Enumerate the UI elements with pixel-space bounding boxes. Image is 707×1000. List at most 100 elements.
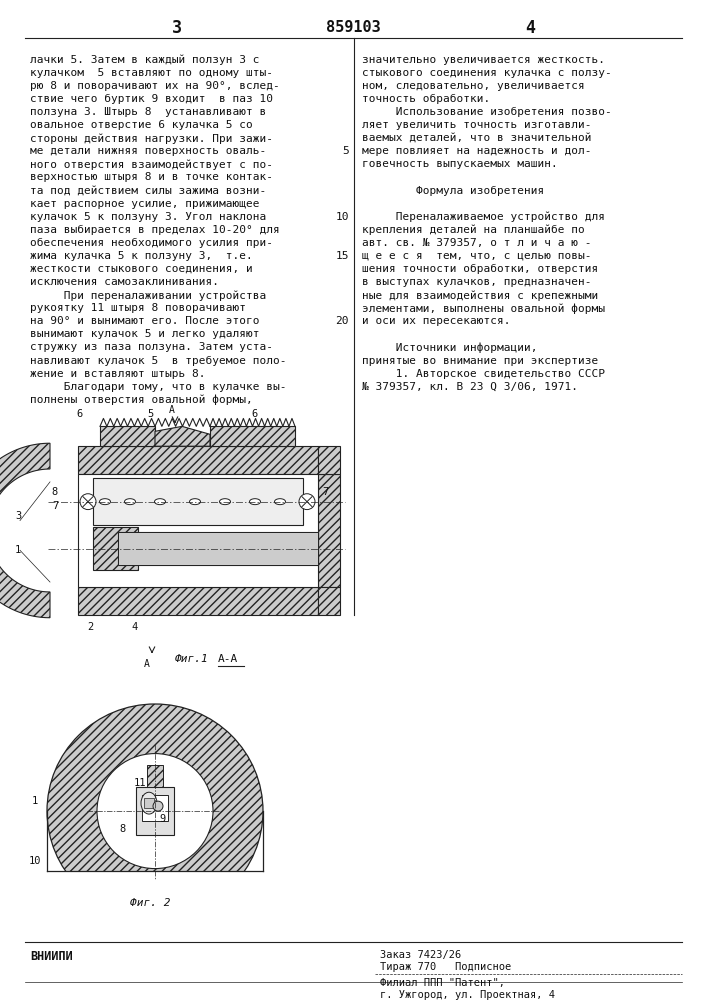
Text: Переналаживаемое устройство для: Переналаживаемое устройство для: [362, 212, 605, 222]
Text: 10: 10: [29, 856, 41, 866]
Bar: [144, 798, 154, 808]
Text: 1. Авторское свидетельство СССР: 1. Авторское свидетельство СССР: [362, 369, 605, 379]
Text: Фиг. 2: Фиг. 2: [130, 898, 170, 908]
Ellipse shape: [219, 499, 230, 505]
Text: обеспечения необходимого усилия при-: обеспечения необходимого усилия при-: [30, 238, 273, 248]
Ellipse shape: [189, 499, 201, 505]
Ellipse shape: [250, 499, 260, 505]
Text: лачки 5. Затем в каждый ползун 3 с: лачки 5. Затем в каждый ползун 3 с: [30, 55, 259, 65]
Text: полнены отверстия овальной формы,: полнены отверстия овальной формы,: [30, 395, 252, 405]
Polygon shape: [155, 426, 210, 446]
Text: 7: 7: [52, 501, 58, 511]
Text: щ е е с я  тем, что, с целью повы-: щ е е с я тем, что, с целью повы-: [362, 251, 592, 261]
Text: Благодари тому, что в кулачке вы-: Благодари тому, что в кулачке вы-: [30, 382, 286, 392]
Text: 1: 1: [32, 796, 38, 806]
Text: крепления деталей на планшайбе по: крепления деталей на планшайбе по: [362, 225, 585, 235]
Text: исключения самозаклинивания.: исключения самозаклинивания.: [30, 277, 219, 287]
Text: верхностью штыря 8 и в точке контак-: верхностью штыря 8 и в точке контак-: [30, 172, 273, 182]
Text: Фиг.1: Фиг.1: [175, 654, 209, 664]
Bar: [93, 527, 138, 570]
Text: 8: 8: [52, 487, 58, 497]
Text: 10: 10: [336, 212, 349, 222]
Ellipse shape: [274, 499, 286, 505]
Circle shape: [47, 704, 263, 918]
Text: шения точности обработки, отверстия: шения точности обработки, отверстия: [362, 264, 598, 274]
Text: на 90° и вынимают его. После этого: на 90° и вынимают его. После этого: [30, 316, 259, 326]
Bar: [210, 426, 295, 446]
Text: Филиал ППП "Патент",: Филиал ППП "Патент",: [380, 978, 505, 988]
Text: ного отверстия взаимодействует с по-: ного отверстия взаимодействует с по-: [30, 159, 273, 170]
Text: А: А: [144, 659, 150, 669]
Text: 9: 9: [160, 814, 166, 824]
Text: ВНИИПИ: ВНИИПИ: [30, 950, 73, 963]
Text: № 379357, кл. В 23 Q 3/06, 1971.: № 379357, кл. В 23 Q 3/06, 1971.: [362, 382, 578, 392]
Text: ляет увеличить точность изготавли-: ляет увеличить точность изготавли-: [362, 120, 592, 130]
Text: 15: 15: [336, 251, 349, 261]
Text: 7: 7: [322, 487, 328, 497]
Bar: [78, 474, 318, 587]
Bar: [118, 532, 318, 565]
Text: ном, следовательно, увеличивается: ном, следовательно, увеличивается: [362, 81, 585, 91]
Text: принятые во внимание при экспертизе: принятые во внимание при экспертизе: [362, 356, 598, 366]
Text: 20: 20: [336, 316, 349, 326]
Text: ползуна 3. Штырь 8  устанавливают в: ползуна 3. Штырь 8 устанавливают в: [30, 107, 267, 117]
Text: А-А: А-А: [218, 654, 238, 664]
Text: 4: 4: [525, 19, 535, 37]
Text: ные для взаимодействия с крепежными: ные для взаимодействия с крепежными: [362, 290, 598, 301]
Text: авт. св. № 379357, о т л и ч а ю -: авт. св. № 379357, о т л и ч а ю -: [362, 238, 592, 248]
Text: точность обработки.: точность обработки.: [362, 94, 490, 104]
Text: мере повлияет на надежность и дол-: мере повлияет на надежность и дол-: [362, 146, 592, 156]
Text: кулачком  5 вставляют по одному шты-: кулачком 5 вставляют по одному шты-: [30, 68, 273, 78]
Text: ваемых деталей, что в значительной: ваемых деталей, что в значительной: [362, 133, 592, 143]
Text: 1: 1: [15, 545, 21, 555]
Text: Тираж 770   Подписное: Тираж 770 Подписное: [380, 962, 511, 972]
Text: 6: 6: [77, 409, 83, 419]
Text: паза выбирается в пределах 10-20° для: паза выбирается в пределах 10-20° для: [30, 225, 280, 235]
Text: стороны действия нагрузки. При зажи-: стороны действия нагрузки. При зажи-: [30, 133, 273, 144]
Bar: [118, 532, 318, 565]
Text: 3: 3: [15, 511, 21, 521]
Text: 5: 5: [147, 409, 153, 419]
Ellipse shape: [100, 499, 110, 505]
Text: ствие чего буртик 9 входит  в паз 10: ствие чего буртик 9 входит в паз 10: [30, 94, 273, 104]
Ellipse shape: [155, 499, 165, 505]
Text: та под действием силы зажима возни-: та под действием силы зажима возни-: [30, 185, 267, 195]
Bar: [318, 474, 340, 587]
Text: 2: 2: [87, 622, 93, 632]
Text: 3: 3: [172, 19, 182, 37]
Bar: [45, 871, 265, 978]
Ellipse shape: [141, 792, 157, 814]
Text: кает распорное усилие, прижимающее: кает распорное усилие, прижимающее: [30, 199, 259, 209]
Text: ме детали нижняя поверхность оваль-: ме детали нижняя поверхность оваль-: [30, 146, 267, 156]
Text: элементами, выполнены овальной формы: элементами, выполнены овальной формы: [362, 303, 605, 314]
Text: стыкового соединения кулачка с ползу-: стыкового соединения кулачка с ползу-: [362, 68, 612, 78]
Text: овальное отверстие 6 кулачка 5 со: овальное отверстие 6 кулачка 5 со: [30, 120, 252, 130]
Text: 8: 8: [120, 824, 126, 834]
Text: 11: 11: [134, 778, 146, 788]
Text: стружку из паза ползуна. Затем уста-: стружку из паза ползуна. Затем уста-: [30, 342, 273, 352]
Text: Источники информации,: Источники информации,: [362, 342, 537, 353]
Text: значительно увеличивается жесткость.: значительно увеличивается жесткость.: [362, 55, 605, 65]
Text: в выступах кулачков, предназначен-: в выступах кулачков, предназначен-: [362, 277, 592, 287]
Circle shape: [97, 754, 213, 869]
Text: 859103: 859103: [326, 20, 380, 35]
Text: жесткости стыкового соединения, и: жесткости стыкового соединения, и: [30, 264, 252, 274]
Circle shape: [299, 494, 315, 510]
Text: вынимают кулачок 5 и легко удаляют: вынимают кулачок 5 и легко удаляют: [30, 329, 259, 339]
Text: рю 8 и поворачивают их на 90°, вслед-: рю 8 и поворачивают их на 90°, вслед-: [30, 81, 280, 91]
Text: кулачок 5 к ползуну 3. Угол наклона: кулачок 5 к ползуну 3. Угол наклона: [30, 212, 267, 222]
Bar: [93, 478, 303, 525]
Bar: [147, 765, 163, 787]
Text: Формула изобретения: Формула изобретения: [362, 185, 544, 196]
Text: Заказ 7423/26: Заказ 7423/26: [380, 950, 461, 960]
Text: говечность выпускаемых машин.: говечность выпускаемых машин.: [362, 159, 558, 169]
Circle shape: [80, 494, 96, 510]
Bar: [318, 587, 340, 615]
Polygon shape: [100, 426, 155, 446]
Text: рукоятку 11 штыря 8 поворачивают: рукоятку 11 штыря 8 поворачивают: [30, 303, 246, 313]
Text: 6: 6: [252, 409, 258, 419]
Text: г. Ужгород, ул. Проектная, 4: г. Ужгород, ул. Проектная, 4: [380, 990, 555, 1000]
Bar: [142, 795, 168, 821]
Bar: [78, 587, 318, 615]
Text: и оси их пересекаются.: и оси их пересекаются.: [362, 316, 510, 326]
